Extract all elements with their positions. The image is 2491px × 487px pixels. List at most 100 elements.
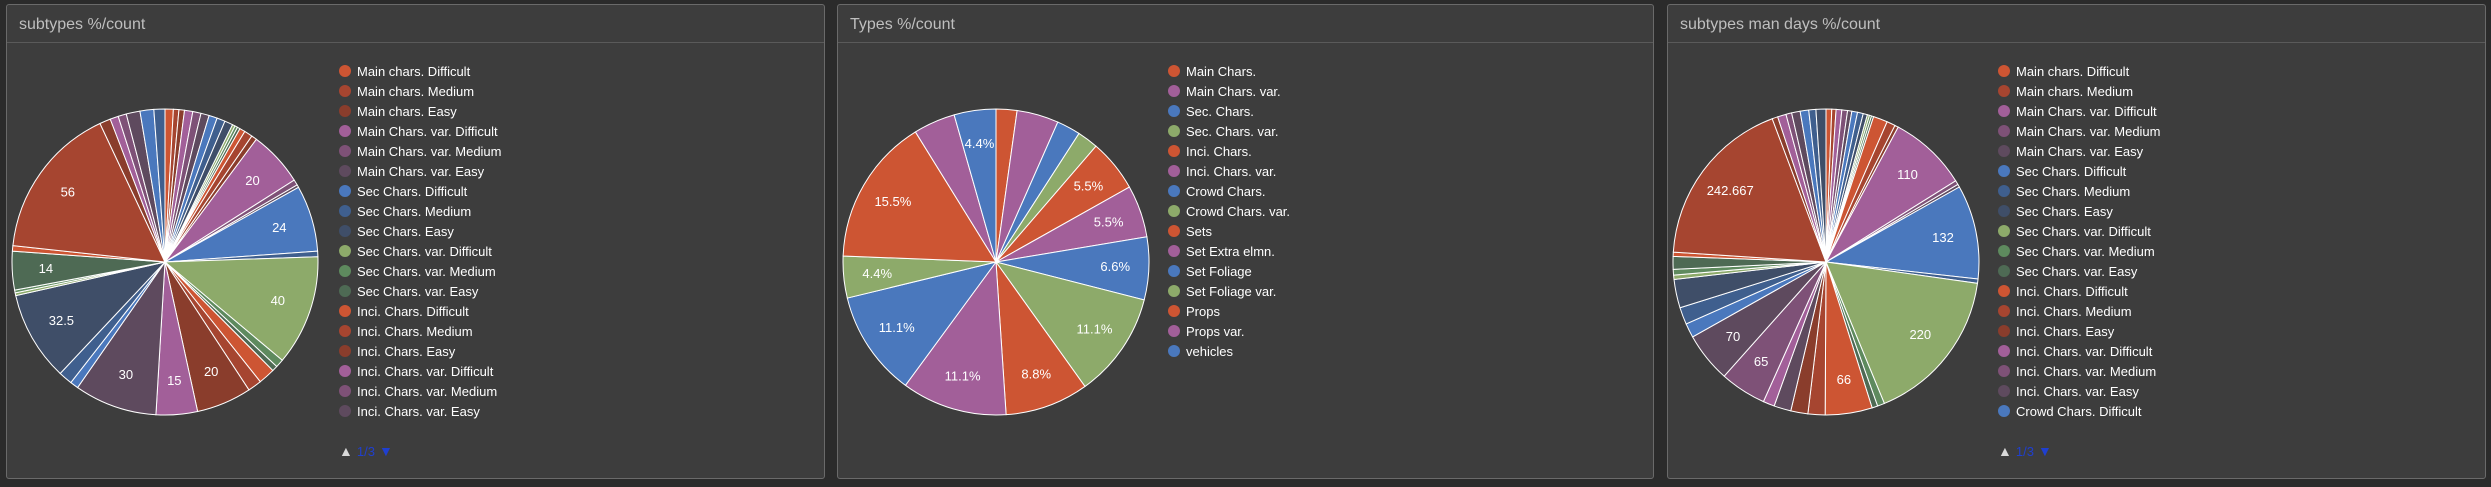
pie-slice[interactable] (1672, 118, 1827, 263)
legend-item[interactable]: Sec Chars. var. Medium (339, 261, 502, 281)
legend-next-button[interactable]: ▼ (378, 443, 393, 459)
pie-slice[interactable] (846, 261, 998, 387)
legend-swatch (1168, 85, 1180, 97)
legend-item[interactable]: Sec Chars. Easy (339, 221, 502, 241)
legend-label: Sec Chars. Easy (2016, 203, 2113, 219)
legend-item[interactable]: Sec Chars. var. Difficult (339, 241, 502, 261)
legend-swatch (1998, 405, 2010, 417)
slice-value-label: 14 (39, 261, 53, 276)
legend-next-button[interactable]: ▼ (2037, 443, 2052, 459)
legend-swatch (1998, 385, 2010, 397)
legend-swatch (1168, 325, 1180, 337)
legend-item[interactable]: Main Chars. var. Medium (1998, 121, 2161, 141)
legend-swatch (1998, 265, 2010, 277)
legend-item[interactable]: Set Foliage var. (1168, 281, 1290, 301)
legend-label: Sec. Chars. (1186, 103, 1254, 119)
legend-item[interactable]: Main Chars. (1168, 61, 1290, 81)
legend-item[interactable]: Inci. Chars. Difficult (1998, 281, 2161, 301)
pie-slice[interactable] (994, 261, 1145, 388)
legend-item[interactable]: Main Chars. var. Easy (339, 161, 502, 181)
legend-item[interactable]: Inci. Chars. Easy (1998, 321, 2161, 341)
legend-item[interactable]: Inci. Chars. var. Difficult (339, 361, 502, 381)
legend-item[interactable]: Main Chars. var. Difficult (339, 121, 502, 141)
legend-item[interactable]: Inci. Chars. var. Easy (1998, 381, 2161, 401)
legend-swatch (339, 125, 351, 137)
legend-item[interactable]: Main chars. Difficult (339, 61, 502, 81)
legend-label: Sec Chars. Medium (357, 203, 472, 219)
legend-item[interactable]: Props (1168, 301, 1290, 321)
slice-value-label: 30 (119, 367, 133, 382)
legend-label: Sec Chars. Medium (2016, 183, 2131, 199)
legend-item[interactable]: Crowd Chars. var. (1168, 201, 1290, 221)
slice-value-label: 40 (271, 293, 285, 308)
pie-slice[interactable] (76, 260, 166, 416)
legend-item[interactable]: Sec Chars. var. Easy (1998, 261, 2161, 281)
pie-slice[interactable] (153, 108, 166, 263)
legend-item[interactable]: Main Chars. var. Medium (339, 141, 502, 161)
legend-item[interactable]: Main Chars. var. (1168, 81, 1290, 101)
pie-slice[interactable] (842, 131, 997, 263)
legend-item[interactable]: Sec. Chars. (1168, 101, 1290, 121)
legend-label: Main chars. Difficult (357, 63, 471, 79)
legend-item[interactable]: Main chars. Difficult (1998, 61, 2161, 81)
legend-label: Main Chars. var. Difficult (357, 123, 498, 139)
pie-slice[interactable] (995, 260, 1086, 416)
legend-item[interactable]: Props var. (1168, 321, 1290, 341)
slice-value-label: 5.5% (1094, 214, 1124, 229)
legend-item[interactable]: Sec Chars. Difficult (1998, 161, 2161, 181)
pie-slice[interactable] (1824, 186, 1980, 280)
pie-slice[interactable] (1815, 108, 1827, 263)
pie-slice[interactable] (904, 260, 1007, 416)
legend-prev-button[interactable]: ▲ (1998, 443, 2012, 459)
legend-item[interactable]: Set Extra elmn. (1168, 241, 1290, 261)
legend-item[interactable]: Inci. Chars. Medium (339, 321, 502, 341)
legend-item[interactable]: Main Chars. var. Easy (1998, 141, 2161, 161)
legend-item[interactable]: Crowd Chars. Difficult (1998, 401, 2161, 421)
legend-label: Props (1186, 303, 1220, 319)
legend-prev-button[interactable]: ▲ (339, 443, 353, 459)
legend-item[interactable]: Sec Chars. Medium (339, 201, 502, 221)
legend-item[interactable]: Inci. Chars. Easy (339, 341, 502, 361)
legend-label: Inci. Chars. var. Difficult (357, 363, 494, 379)
pie-chart: 5.5% 5.5% 6.6% 11.1% 8.8% 11.1% 11.1% 4.4% 15.5%… (842, 108, 1150, 416)
legend-item[interactable]: Sec Chars. var. Difficult (1998, 221, 2161, 241)
legend-item[interactable]: Sec Chars. Easy (1998, 201, 2161, 221)
pie-slice[interactable] (1825, 261, 1979, 405)
pie-slice[interactable] (953, 108, 997, 263)
legend-item[interactable]: Inci. Chars. Difficult (339, 301, 502, 321)
legend-label: Sec Chars. var. Difficult (357, 243, 492, 259)
slice-value-label: 11.1% (945, 369, 981, 384)
legend-item[interactable]: Inci. Chars. (1168, 141, 1290, 161)
legend-item[interactable]: Crowd Chars. (1168, 181, 1290, 201)
legend-item[interactable]: Set Foliage (1168, 261, 1290, 281)
legend-item[interactable]: Sec Chars. Medium (1998, 181, 2161, 201)
legend-item[interactable]: Inci. Chars. var. Difficult (1998, 341, 2161, 361)
legend-label: Sec Chars. var. Easy (2016, 263, 2138, 279)
legend-label: Main Chars. var. (1186, 83, 1281, 99)
legend-item[interactable]: Sec Chars. Difficult (339, 181, 502, 201)
legend-item[interactable]: Sec Chars. var. Medium (1998, 241, 2161, 261)
pie-slice[interactable] (163, 256, 319, 361)
legend-item[interactable]: Main chars. Easy (339, 101, 502, 121)
slice-value-label: 66 (1837, 372, 1851, 387)
legend-item[interactable]: Inci. Chars. var. Easy (339, 401, 502, 421)
legend-item[interactable]: Sec. Chars. var. (1168, 121, 1290, 141)
legend-item[interactable]: Inci. Chars. var. Medium (339, 381, 502, 401)
legend-page-indicator: 1/3 (356, 443, 375, 459)
legend-item[interactable]: Inci. Chars. Medium (1998, 301, 2161, 321)
pie-slice[interactable] (12, 122, 166, 263)
legend-item[interactable]: vehicles (1168, 341, 1290, 361)
panel-title: Types %/count (850, 16, 955, 33)
legend-item[interactable]: Main chars. Medium (339, 81, 502, 101)
legend-label: Inci. Chars. Difficult (357, 303, 469, 319)
legend-item[interactable]: Inci. Chars. var. (1168, 161, 1290, 181)
legend-swatch (1168, 205, 1180, 217)
legend-item[interactable]: Sets (1168, 221, 1290, 241)
legend-item[interactable]: Main Chars. var. Difficult (1998, 101, 2161, 121)
legend-item[interactable]: Main chars. Medium (1998, 81, 2161, 101)
chart-panel-subtypes-man-days: subtypes man days %/count 110 132 220 66 65 7… (1667, 4, 2486, 479)
legend-item[interactable]: Inci. Chars. var. Medium (1998, 361, 2161, 381)
pie-slice[interactable] (15, 261, 167, 375)
slice-value-label: 5.5% (1074, 179, 1104, 194)
legend-item[interactable]: Sec Chars. var. Easy (339, 281, 502, 301)
